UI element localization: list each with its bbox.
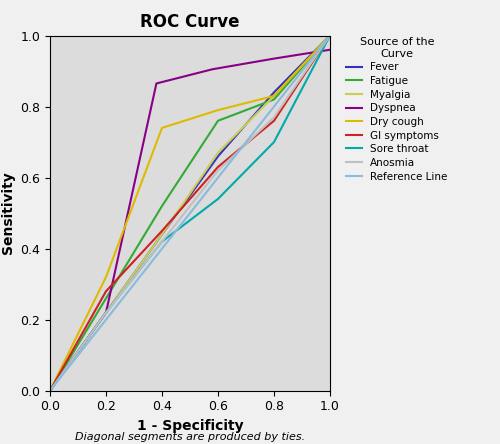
Y-axis label: Sensitivity: Sensitivity [0,172,14,254]
Legend: Fever, Fatigue, Myalgia, Dyspnea, Dry cough, GI symptoms, Sore throat, Anosmia, : Fever, Fatigue, Myalgia, Dyspnea, Dry co… [346,37,448,182]
Text: Diagonal segments are produced by ties.: Diagonal segments are produced by ties. [75,432,305,442]
Title: ROC Curve: ROC Curve [140,13,240,31]
X-axis label: 1 - Specificity: 1 - Specificity [136,419,244,433]
